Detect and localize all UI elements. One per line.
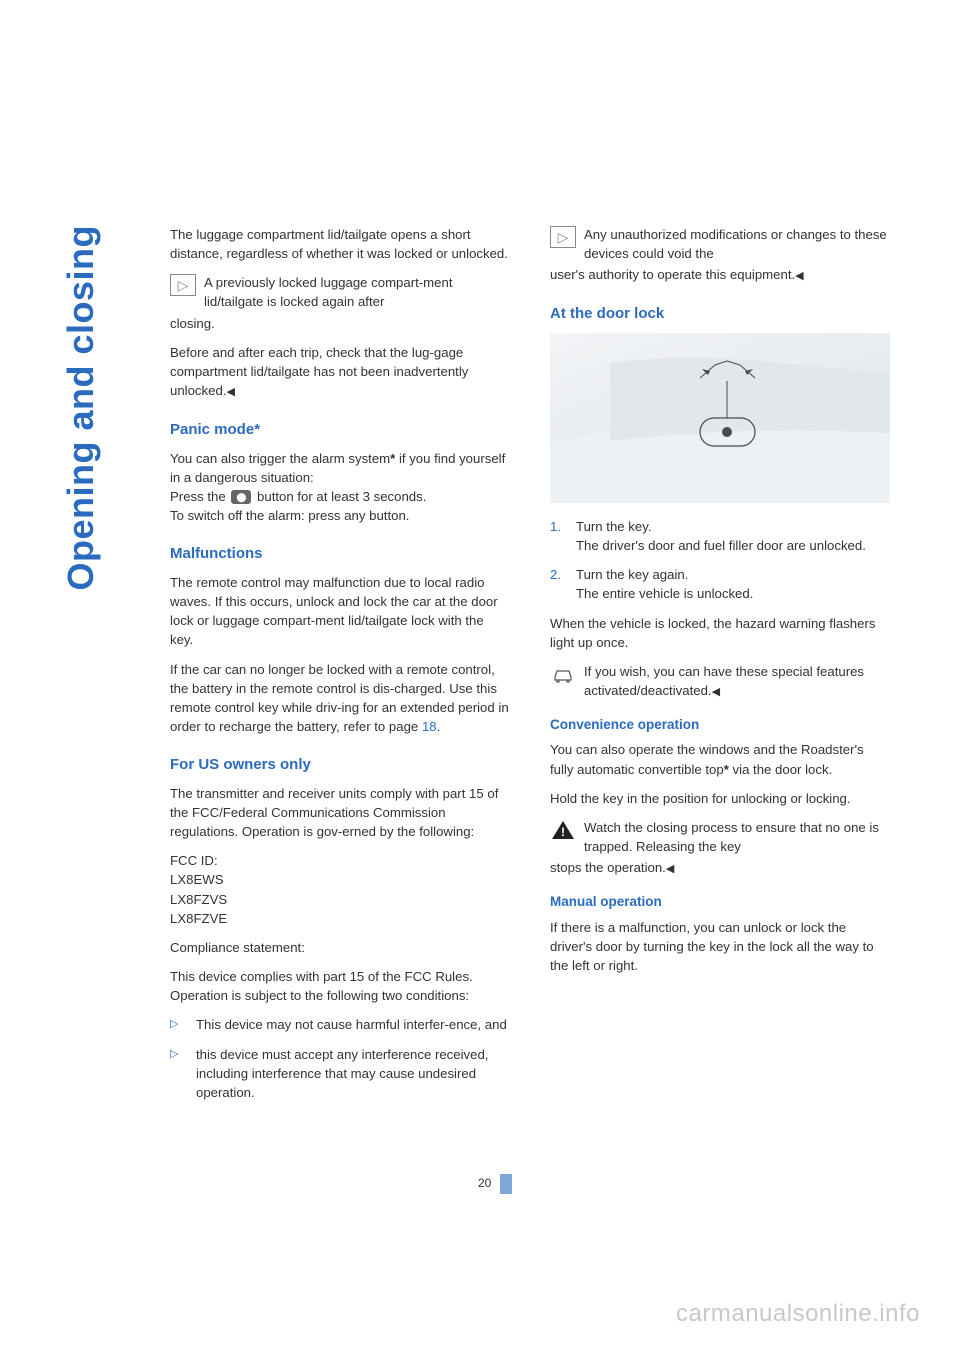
list-item-text: This device may not cause harmful interf… — [196, 1015, 510, 1035]
text: Turn the key. — [576, 519, 652, 534]
remote-button-icon: ⬤ — [231, 490, 251, 504]
warning-block: ! Watch the closing process to ensure th… — [550, 818, 890, 856]
page-marker — [500, 1174, 512, 1194]
list-item: 1. Turn the key. The driver's door and f… — [550, 517, 890, 555]
text: You can also trigger the alarm system — [170, 451, 390, 466]
svg-text:!: ! — [561, 825, 565, 839]
note-block: ▷ A previously locked luggage compart-me… — [170, 273, 510, 311]
watermark: carmanualsonline.info — [676, 1300, 920, 1328]
content-columns: The luggage compartment lid/tailgate ope… — [170, 225, 890, 1112]
fcc-id-block: FCC ID: LX8EWS LX8FZVS LX8FZVE — [170, 851, 510, 928]
note-continuation: user's authority to operate this equipme… — [550, 265, 890, 285]
paragraph: Compliance statement: — [170, 938, 510, 957]
paragraph: When the vehicle is locked, the hazard w… — [550, 614, 890, 652]
text: Before and after each trip, check that t… — [170, 345, 468, 398]
bullet-icon: ▷ — [170, 1015, 186, 1035]
list-item: ▷ this device must accept any interferen… — [170, 1045, 510, 1102]
text: . — [437, 719, 441, 734]
page-reference-link[interactable]: 18 — [422, 719, 437, 734]
paragraph: The luggage compartment lid/tailgate ope… — [170, 225, 510, 263]
paragraph: This device complies with part 15 of the… — [170, 967, 510, 1005]
numbered-list: 1. Turn the key. The driver's door and f… — [550, 517, 890, 604]
heading-text: Panic mode — [170, 421, 254, 438]
text: user's authority to operate this equipme… — [550, 267, 795, 282]
heading-manual-operation: Manual operation — [550, 892, 890, 912]
list-number: 1. — [550, 517, 566, 555]
note-continuation: closing. — [170, 314, 510, 333]
note-text: If you wish, you can have these special … — [584, 662, 890, 701]
text: via the door lock. — [729, 762, 832, 777]
heading-convenience: Convenience operation — [550, 715, 890, 735]
paragraph: The remote control may malfunction due t… — [170, 573, 510, 650]
door-lock-figure — [550, 333, 890, 503]
heading-panic-mode: Panic mode* — [170, 419, 510, 441]
asterisk-icon: * — [254, 421, 260, 438]
text: stops the operation. — [550, 860, 666, 875]
note-icon: ▷ — [170, 274, 196, 296]
note-block: If you wish, you can have these special … — [550, 662, 890, 701]
text: LX8FZVS — [170, 892, 227, 907]
warning-continuation: stops the operation.◀ — [550, 858, 890, 878]
list-item-text: this device must accept any interference… — [196, 1045, 510, 1102]
note-text: A previously locked luggage compart-ment… — [204, 273, 510, 311]
note-block: ▷ Any unauthorized modifications or chan… — [550, 225, 890, 263]
heading-at-door-lock: At the door lock — [550, 303, 890, 325]
text: Turn the key again. — [576, 567, 688, 582]
heading-us-owners: For US owners only — [170, 754, 510, 776]
text: FCC ID: — [170, 853, 218, 868]
list-item: ▷ This device may not cause harmful inte… — [170, 1015, 510, 1035]
paragraph: Before and after each trip, check that t… — [170, 343, 510, 401]
text: If you wish, you can have these special … — [584, 664, 864, 698]
page-number: 20 — [478, 1176, 491, 1190]
text: If the car can no longer be locked with … — [170, 662, 509, 734]
right-column: ▷ Any unauthorized modifications or chan… — [550, 225, 890, 1112]
warning-text: Watch the closing process to ensure that… — [584, 818, 890, 856]
section-title-vertical: Opening and closing — [60, 225, 102, 591]
list-item-body: Turn the key again. The entire vehicle i… — [576, 565, 890, 603]
list-number: 2. — [550, 565, 566, 603]
list-item: 2. Turn the key again. The entire vehicl… — [550, 565, 890, 603]
end-marker-icon: ◀ — [795, 269, 803, 285]
end-marker-icon: ◀ — [226, 385, 234, 401]
bullet-icon: ▷ — [170, 1045, 186, 1102]
paragraph: If the car can no longer be locked with … — [170, 660, 510, 737]
paragraph: Hold the key in the position for unlocki… — [550, 789, 890, 808]
text: LX8FZVE — [170, 911, 227, 926]
note-icon: ▷ — [550, 226, 576, 248]
note-text: Any unauthorized modifications or change… — [584, 225, 890, 263]
car-icon — [550, 663, 576, 685]
text: The driver's door and fuel filler door a… — [576, 538, 866, 553]
text: To switch off the alarm: press any butto… — [170, 508, 409, 523]
left-column: The luggage compartment lid/tailgate ope… — [170, 225, 510, 1112]
paragraph: If there is a malfunction, you can unloc… — [550, 918, 890, 975]
paragraph: The transmitter and receiver units compl… — [170, 784, 510, 841]
text: Press the — [170, 489, 229, 504]
text: button for at least 3 seconds. — [253, 489, 426, 504]
door-lock-svg — [550, 333, 890, 503]
end-marker-icon: ◀ — [666, 862, 674, 878]
text: The entire vehicle is unlocked. — [576, 586, 753, 601]
bullet-list: ▷ This device may not cause harmful inte… — [170, 1015, 510, 1102]
end-marker-icon: ◀ — [712, 685, 720, 701]
paragraph: You can also trigger the alarm system* i… — [170, 449, 510, 526]
heading-malfunctions: Malfunctions — [170, 543, 510, 565]
warning-icon: ! — [550, 819, 576, 841]
list-item-body: Turn the key. The driver's door and fuel… — [576, 517, 890, 555]
paragraph: You can also operate the windows and the… — [550, 740, 890, 778]
text: LX8EWS — [170, 872, 224, 887]
